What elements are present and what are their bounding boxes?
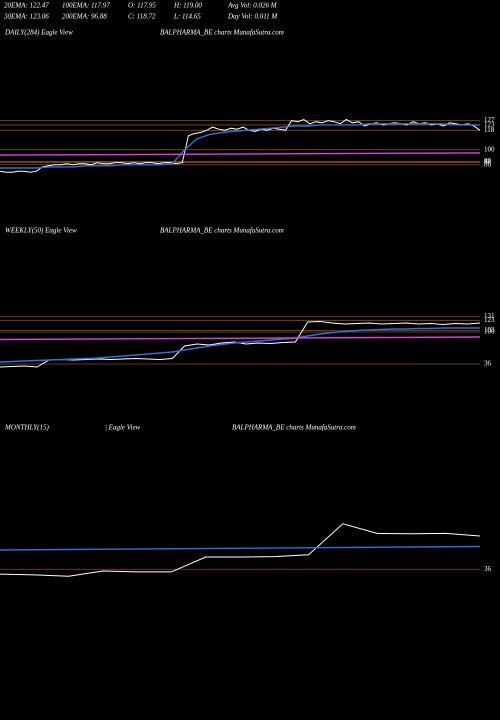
header-stat: 30EMA: 123.06 <box>3 13 49 21</box>
header-stat: Day Vol: 0.011 M <box>227 13 278 21</box>
header-stat: Avg Vol: 0.026 M <box>227 2 278 10</box>
price-line <box>0 327 480 363</box>
panel-title: | Eagle View <box>105 424 141 432</box>
header-stat: H: 119.00 <box>173 2 202 10</box>
panel-title: BALPHARMA_BE charts MunafaSutra.com <box>232 424 356 432</box>
y-tick-label: 100 <box>484 328 495 336</box>
header-stat: 20EMA: 122.47 <box>4 2 49 10</box>
price-line <box>0 336 481 341</box>
panel-title: BALPHARMA_BE charts MunafaSutra.com <box>160 227 284 235</box>
y-tick-label: 88 <box>484 158 492 166</box>
price-line <box>0 523 481 577</box>
header-stat: L: 114.65 <box>173 13 201 21</box>
panel-title: DAILY(284) Eagle View <box>4 29 73 37</box>
header-stat: O: 117.95 <box>128 2 156 10</box>
y-tick-label: 103 <box>484 326 495 334</box>
panel-title: MONTHLY(15) <box>4 424 49 432</box>
header-stat: 200EMA: 96.88 <box>62 13 107 21</box>
y-tick-label: 131 <box>484 312 495 320</box>
y-tick-label: 86 <box>484 160 492 168</box>
price-line <box>0 123 480 169</box>
header-stat: 100EMA: 117.97 <box>62 2 110 10</box>
y-tick-label: 123 <box>484 121 495 129</box>
y-tick-label: 89 <box>484 157 492 165</box>
y-tick-label: 36 <box>484 360 492 368</box>
panel-title: WEEKLY(50) Eagle View <box>5 227 77 235</box>
y-tick-label: 127 <box>484 116 495 124</box>
price-line <box>0 152 481 156</box>
header-stat: C: 118.72 <box>128 13 156 21</box>
panel-title: BALPHARMA_BE charts MunafaSutra.com <box>160 29 284 37</box>
y-tick-label: 118 <box>484 126 495 134</box>
y-tick-label: 100 <box>484 145 495 153</box>
price-line <box>0 545 481 551</box>
y-tick-label: 123 <box>484 316 495 324</box>
y-tick-label: 36 <box>484 565 492 573</box>
